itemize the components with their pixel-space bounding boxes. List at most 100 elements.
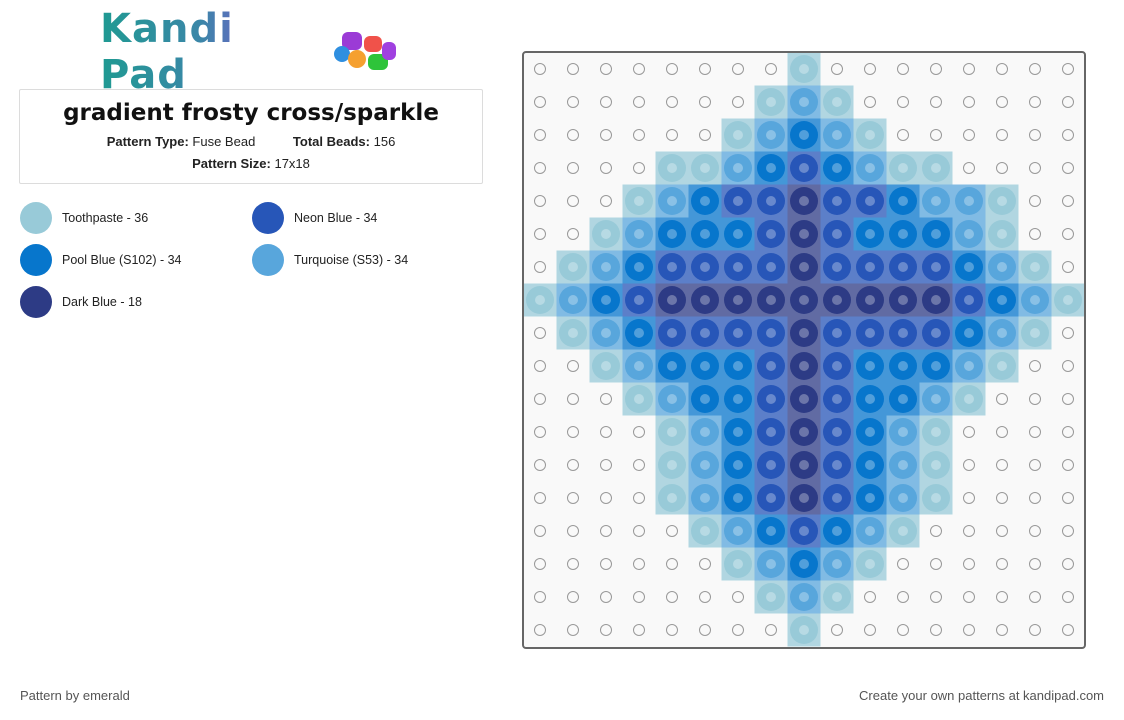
bead-hole bbox=[1030, 262, 1040, 272]
bead-hole bbox=[799, 394, 809, 404]
bead bbox=[889, 319, 917, 347]
empty-peg bbox=[633, 558, 645, 570]
bead bbox=[757, 517, 785, 545]
bead bbox=[790, 418, 818, 446]
empty-peg bbox=[996, 558, 1008, 570]
pattern-size-row: Pattern Size: 17x18 bbox=[20, 156, 482, 172]
kandi-pad-logo[interactable]: Kandi Pad bbox=[100, 6, 410, 98]
bead-hole bbox=[634, 262, 644, 272]
bead-hole bbox=[799, 526, 809, 536]
bead bbox=[823, 484, 851, 512]
bead-hole bbox=[832, 229, 842, 239]
bead bbox=[856, 187, 884, 215]
bead bbox=[922, 220, 950, 248]
bead-hole bbox=[799, 328, 809, 338]
empty-peg bbox=[633, 129, 645, 141]
bead bbox=[658, 253, 686, 281]
empty-peg bbox=[600, 162, 612, 174]
bead bbox=[823, 418, 851, 446]
empty-peg bbox=[996, 459, 1008, 471]
empty-peg bbox=[567, 525, 579, 537]
bead-hole bbox=[1030, 328, 1040, 338]
logo-beads-icon bbox=[333, 28, 410, 76]
bead-hole bbox=[865, 262, 875, 272]
empty-peg bbox=[1029, 426, 1041, 438]
bead-hole bbox=[799, 361, 809, 371]
bead bbox=[889, 484, 917, 512]
bead-hole bbox=[667, 394, 677, 404]
bead-hole bbox=[766, 361, 776, 371]
empty-peg bbox=[930, 591, 942, 603]
pattern-type-value: Fuse Bead bbox=[192, 134, 256, 149]
bead bbox=[790, 451, 818, 479]
empty-peg bbox=[633, 459, 645, 471]
bead bbox=[691, 385, 719, 413]
empty-peg bbox=[897, 558, 909, 570]
logo-bead bbox=[333, 46, 350, 62]
empty-peg bbox=[930, 96, 942, 108]
empty-peg bbox=[765, 624, 777, 636]
color-swatch bbox=[252, 202, 284, 234]
bead-hole bbox=[634, 196, 644, 206]
bead-pattern-board[interactable] bbox=[522, 51, 1086, 649]
legend-item-toothpaste: Toothpaste - 36 bbox=[20, 202, 148, 234]
empty-peg bbox=[666, 129, 678, 141]
bead-hole bbox=[898, 196, 908, 206]
bead-hole bbox=[832, 592, 842, 602]
bead bbox=[691, 517, 719, 545]
bead bbox=[922, 352, 950, 380]
empty-peg bbox=[633, 96, 645, 108]
bead bbox=[823, 319, 851, 347]
bead-hole bbox=[766, 559, 776, 569]
bead-hole bbox=[799, 295, 809, 305]
bead-hole bbox=[733, 163, 743, 173]
pattern-title: gradient frosty cross/sparkle bbox=[63, 100, 439, 126]
bead bbox=[889, 418, 917, 446]
bead bbox=[790, 220, 818, 248]
empty-peg bbox=[534, 63, 546, 75]
empty-peg bbox=[567, 558, 579, 570]
bead bbox=[955, 253, 983, 281]
bead-hole bbox=[931, 460, 941, 470]
bead-hole bbox=[997, 262, 1007, 272]
bead-hole bbox=[832, 427, 842, 437]
bead bbox=[988, 352, 1016, 380]
bead bbox=[757, 484, 785, 512]
bead bbox=[823, 550, 851, 578]
bead-hole bbox=[997, 328, 1007, 338]
bead-hole bbox=[733, 196, 743, 206]
kandipad-link[interactable]: Create your own patterns at kandipad.com bbox=[859, 688, 1104, 703]
bead-hole bbox=[634, 361, 644, 371]
bead bbox=[724, 451, 752, 479]
pattern-meta-row: Pattern Type: Fuse Bead Total Beads: 156 bbox=[20, 134, 482, 150]
empty-peg bbox=[1062, 525, 1074, 537]
empty-peg bbox=[1029, 228, 1041, 240]
bead-hole bbox=[799, 493, 809, 503]
pattern-type-label: Pattern Type: bbox=[106, 134, 189, 149]
bead-hole bbox=[601, 295, 611, 305]
bead bbox=[988, 286, 1016, 314]
bead bbox=[757, 187, 785, 215]
bead bbox=[724, 550, 752, 578]
empty-peg bbox=[1062, 393, 1074, 405]
bead bbox=[856, 121, 884, 149]
bead-hole bbox=[601, 328, 611, 338]
color-swatch bbox=[252, 244, 284, 276]
empty-peg bbox=[1062, 459, 1074, 471]
empty-peg bbox=[996, 624, 1008, 636]
empty-peg bbox=[567, 360, 579, 372]
bead bbox=[757, 418, 785, 446]
bead-hole bbox=[667, 295, 677, 305]
bead-hole bbox=[700, 394, 710, 404]
bead-hole bbox=[667, 493, 677, 503]
bead bbox=[757, 583, 785, 611]
empty-peg bbox=[600, 624, 612, 636]
bead bbox=[691, 187, 719, 215]
empty-peg bbox=[930, 525, 942, 537]
empty-peg bbox=[633, 525, 645, 537]
bead-hole bbox=[700, 196, 710, 206]
bead bbox=[790, 319, 818, 347]
bead-hole bbox=[700, 460, 710, 470]
empty-peg bbox=[996, 162, 1008, 174]
bead bbox=[922, 286, 950, 314]
